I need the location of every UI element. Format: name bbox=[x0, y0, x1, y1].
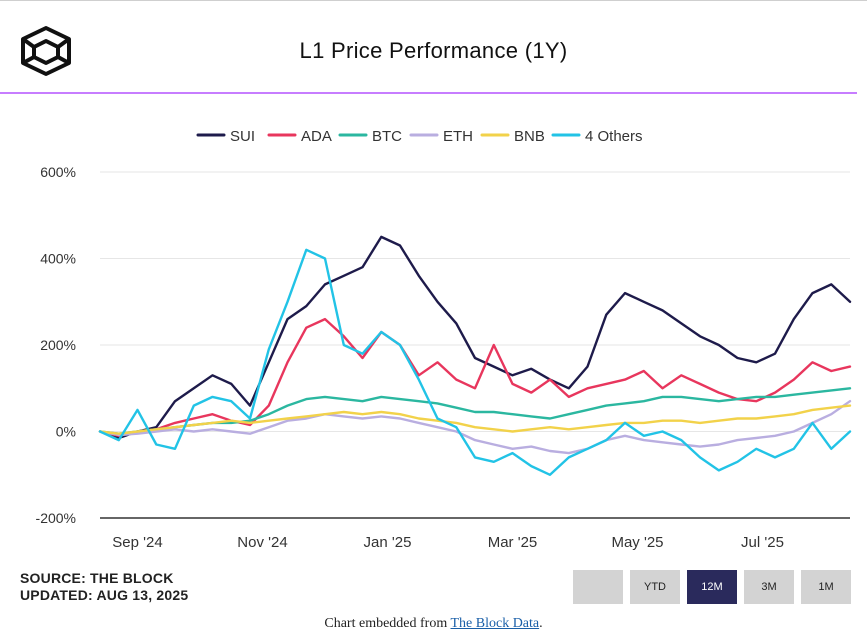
y-tick-label: 400% bbox=[40, 251, 76, 267]
range-button-1m[interactable]: 1M bbox=[801, 570, 851, 604]
x-tick-label: May '25 bbox=[611, 534, 663, 551]
legend-label-eth: ETH bbox=[443, 128, 473, 145]
range-button-custom[interactable] bbox=[573, 570, 623, 604]
footer-prefix: Chart embedded from bbox=[324, 616, 451, 631]
x-tick-label: Sep '24 bbox=[112, 534, 162, 551]
series-line-sui bbox=[98, 235, 852, 440]
y-tick-label: 600% bbox=[40, 164, 76, 180]
the-block-data-link[interactable]: The Block Data bbox=[450, 616, 540, 631]
x-tick-label: Jan '25 bbox=[364, 534, 412, 551]
series-line-4-others bbox=[98, 248, 852, 476]
embed-footer: Chart embedded from The Block Data. bbox=[0, 616, 867, 632]
series-line-eth bbox=[98, 400, 852, 455]
legend-label-btc: BTC bbox=[372, 128, 402, 145]
y-tick-label: -200% bbox=[36, 510, 76, 526]
y-tick-label: 200% bbox=[40, 337, 76, 353]
range-button-3m[interactable]: 3M bbox=[744, 570, 794, 604]
the-block-logo[interactable] bbox=[19, 24, 73, 78]
range-button-ytd[interactable]: YTD bbox=[630, 570, 680, 604]
y-tick-label: 0% bbox=[56, 424, 76, 440]
range-button-12m[interactable]: 12M bbox=[687, 570, 737, 604]
legend-label-sui: SUI bbox=[230, 128, 255, 145]
accent-divider bbox=[0, 92, 857, 94]
legend-label-4-others: 4 Others bbox=[585, 128, 643, 145]
x-tick-label: Jul '25 bbox=[741, 534, 784, 551]
x-tick-label: Nov '24 bbox=[237, 534, 287, 551]
x-tick-label: Mar '25 bbox=[488, 534, 538, 551]
header: L1 Price Performance (1Y) bbox=[0, 0, 867, 94]
source-label: SOURCE: THE BLOCK bbox=[20, 570, 174, 586]
top-border bbox=[0, 0, 867, 1]
legend-label-bnb: BNB bbox=[514, 128, 545, 145]
source-block: SOURCE: THE BLOCK UPDATED: AUG 13, 2025 bbox=[20, 570, 188, 604]
series-line-bnb bbox=[98, 404, 852, 435]
series-line-ada bbox=[98, 317, 852, 437]
updated-label: UPDATED: AUG 13, 2025 bbox=[20, 587, 189, 603]
footer-suffix: . bbox=[539, 616, 543, 631]
series-line-btc bbox=[98, 387, 852, 435]
page-title: L1 Price Performance (1Y) bbox=[299, 38, 568, 63]
line-chart: -200% 0% 200% 400% 600% Sep '24 Nov '24 Jan '25… bbox=[36, 128, 852, 551]
legend-label-ada: ADA bbox=[301, 128, 332, 145]
